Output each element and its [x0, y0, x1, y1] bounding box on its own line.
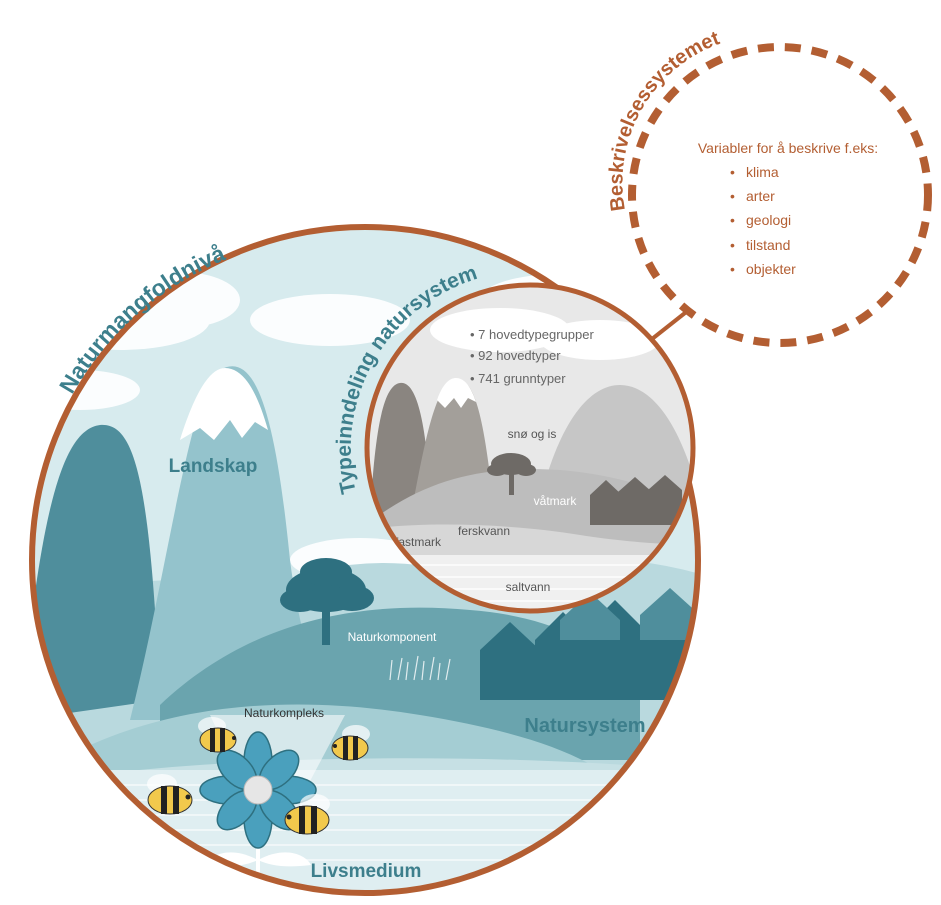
- label-landskap: Landskap: [169, 456, 258, 477]
- bee-icon: [284, 794, 330, 835]
- description-list: • klima • arter • geologi • tilstand • o…: [730, 164, 796, 277]
- list-item: geologi: [746, 212, 791, 228]
- label-naturkomponent: Naturkomponent: [348, 630, 437, 644]
- list-bullet: •: [730, 164, 735, 180]
- label-ferskvann: ferskvann: [458, 524, 510, 538]
- mountain-icon: [32, 424, 160, 720]
- label-saltvann: saltvann: [506, 580, 551, 594]
- cloud-icon: [430, 308, 660, 360]
- inner-circle-ring: [364, 282, 696, 614]
- list-bullet: •: [730, 188, 735, 204]
- list-item: klima: [746, 164, 779, 180]
- label-natursystem: Natursystem: [524, 715, 645, 737]
- snow-cap: [437, 378, 476, 408]
- description-circle-ring: [628, 43, 932, 347]
- tree-icon: [487, 453, 536, 495]
- snow-cap: [180, 368, 268, 440]
- label-fastmark: fastmark: [395, 535, 442, 549]
- inner-bullet: • 741 grunntyper: [470, 371, 566, 386]
- list-item: tilstand: [746, 237, 790, 253]
- connector-line: [650, 307, 692, 341]
- bee-icon: [198, 717, 237, 753]
- bee-icon: [331, 725, 370, 761]
- list-item: objekter: [746, 261, 796, 277]
- label-naturkompleks: Naturkompleks: [244, 706, 324, 720]
- house-icon: [590, 475, 682, 525]
- inner-bullet: • 7 hovedtypegrupper: [470, 327, 594, 342]
- description-intro: Variabler for å beskrive f.eks:: [698, 140, 878, 156]
- bee-icon: [147, 774, 193, 815]
- shore: [367, 524, 693, 560]
- mountain-icon: [540, 385, 693, 500]
- outer-circle-ring: [29, 224, 701, 896]
- reeds: [389, 655, 451, 681]
- label-livsmedium: Livsmedium: [311, 861, 422, 882]
- list-bullet: •: [730, 261, 735, 277]
- label-vatmark: våtmark: [534, 494, 578, 508]
- house-icon: [560, 588, 698, 640]
- list-bullet: •: [730, 212, 735, 228]
- list-bullet: •: [730, 237, 735, 253]
- label-sno-og-is: snø og is: [508, 427, 557, 441]
- water: [32, 770, 698, 893]
- list-item: arter: [746, 188, 775, 204]
- tree-icon: [280, 558, 374, 645]
- inner-bullet: • 92 hovedtyper: [470, 348, 561, 363]
